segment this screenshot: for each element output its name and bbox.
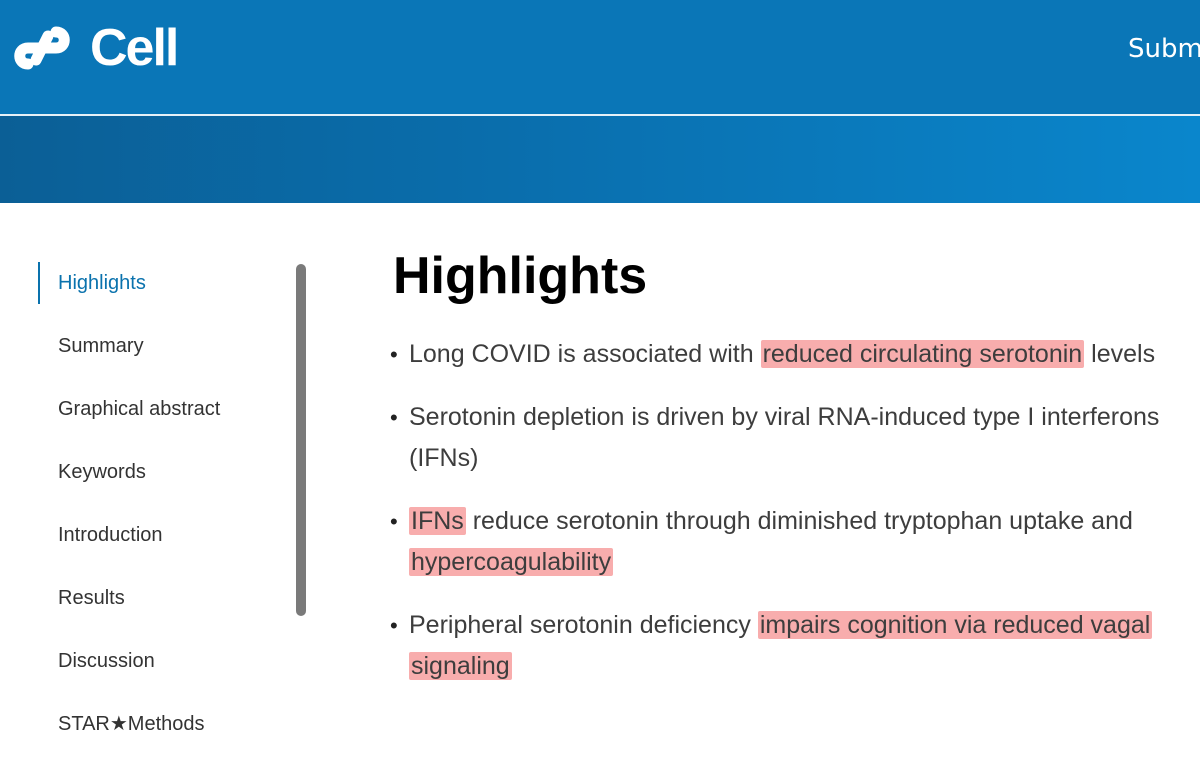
highlight-item-3: IFNs reduce serotonin through diminished… <box>390 501 1170 583</box>
highlight-text: Peripheral serotonin deficiency <box>409 611 758 639</box>
toc-item-discussion[interactable]: Discussion <box>58 650 155 672</box>
highlight-text: reduce serotonin through diminished tryp… <box>465 507 1133 535</box>
highlighted-phrase: reduced circulating serotonin <box>760 340 1085 368</box>
journal-banner <box>0 116 1200 203</box>
header-divider <box>0 114 1200 116</box>
highlighted-phrase: IFNs <box>409 507 466 535</box>
highlight-text: Long COVID is associated with <box>409 340 761 368</box>
toc-item-star-methods[interactable]: STAR★Methods <box>58 713 205 735</box>
toc-item-summary[interactable]: Summary <box>58 335 144 357</box>
toc-item-graphical-abstract[interactable]: Graphical abstract <box>58 398 221 420</box>
highlight-text: levels <box>1084 340 1156 368</box>
toc-scrollbar[interactable] <box>296 264 306 616</box>
cell-logo-icon <box>14 26 70 70</box>
cell-logo[interactable]: Cell <box>14 18 179 78</box>
table-of-contents: Highlights Summary Graphical abstract Ke… <box>38 262 318 766</box>
brand-name: Cell <box>90 19 179 77</box>
top-navigation-bar: Cell Subm <box>0 0 1200 114</box>
highlight-item-1: Long COVID is associated with reduced ci… <box>390 334 1170 375</box>
toc-item-keywords[interactable]: Keywords <box>58 461 146 483</box>
toc-item-introduction[interactable]: Introduction <box>58 524 163 546</box>
section-heading: Highlights <box>393 247 648 305</box>
highlight-item-4: Peripheral serotonin deficiency impairs … <box>390 605 1170 687</box>
highlights-list: Long COVID is associated with reduced ci… <box>390 334 1170 709</box>
highlight-text: Serotonin depletion is driven by viral R… <box>409 403 1160 472</box>
toc-item-highlights[interactable]: Highlights <box>38 262 318 304</box>
toc-item-results[interactable]: Results <box>58 587 125 609</box>
nav-submit-link[interactable]: Subm <box>1128 34 1200 64</box>
highlight-item-2: Serotonin depletion is driven by viral R… <box>390 397 1170 479</box>
highlighted-phrase: hypercoagulability <box>409 548 614 576</box>
